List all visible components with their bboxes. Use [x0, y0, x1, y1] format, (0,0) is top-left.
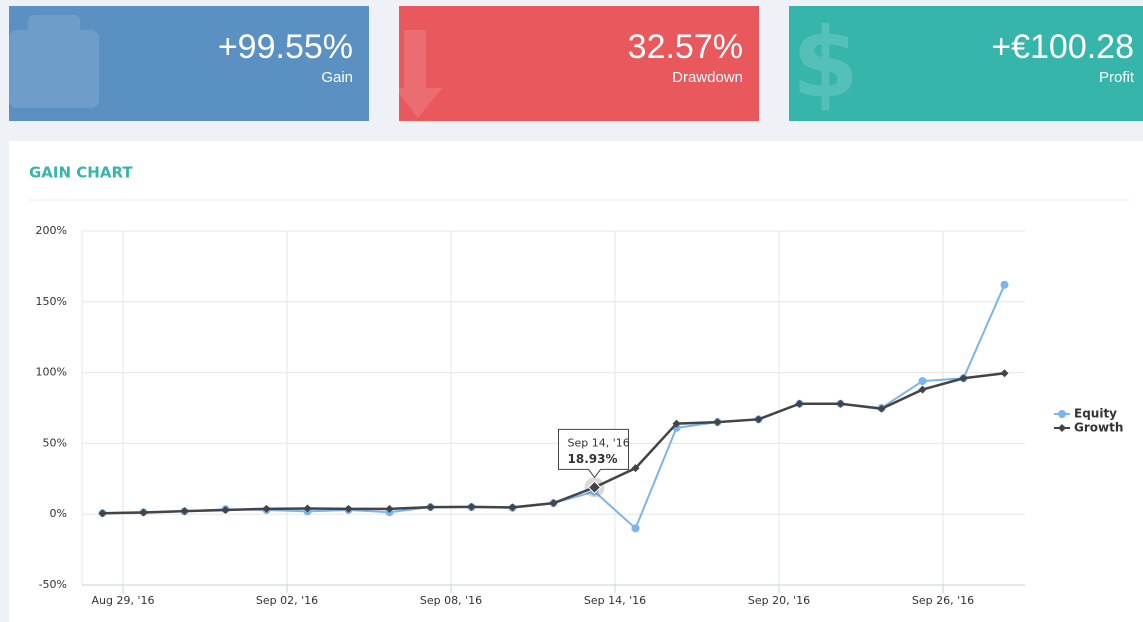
point-marker [836, 399, 845, 408]
point-marker [795, 399, 804, 408]
stat-card [789, 6, 1143, 121]
chart-panel [9, 141, 1143, 622]
x-tick-label: Sep 20, '16 [748, 594, 810, 607]
stat-value: +99.55% [218, 28, 353, 66]
legend-marker [1058, 424, 1066, 432]
point-marker [426, 503, 435, 512]
point-marker [918, 385, 927, 394]
stat-label: Drawdown [672, 69, 743, 86]
y-tick-label: 0% [50, 507, 67, 520]
x-tick-label: Sep 14, '16 [584, 594, 646, 607]
point-marker [672, 419, 681, 428]
legend-label: Equity [1074, 407, 1117, 421]
y-tick-label: 200% [36, 224, 67, 237]
tooltip-box [558, 428, 629, 479]
point-marker [221, 505, 230, 514]
y-tick-label: 100% [36, 366, 67, 379]
point-marker [262, 504, 271, 513]
legend-label: Growth [1074, 421, 1123, 435]
point-marker [1000, 280, 1009, 289]
point-marker [549, 499, 558, 508]
tooltip-value: 18.93% [568, 452, 618, 466]
briefcase-icon [9, 15, 99, 108]
legend-marker [1058, 410, 1066, 418]
dollar-icon: $ [792, 7, 859, 119]
x-tick-label: Sep 08, '16 [420, 594, 482, 607]
hover-marker [587, 480, 602, 495]
tooltip: Sep 14, '16 18.93% [558, 428, 630, 479]
point-marker [385, 504, 394, 513]
y-tick-label: 50% [43, 436, 67, 449]
stat-label: Gain [321, 69, 353, 86]
tooltip-date: Sep 14, '16 [568, 436, 630, 449]
point-marker [508, 503, 517, 512]
stat-value: 32.57% [628, 28, 743, 66]
point-marker [139, 508, 148, 517]
point-marker [1000, 369, 1009, 378]
y-tick-label: -50% [39, 578, 67, 591]
y-tick-label: 150% [36, 295, 67, 308]
point-marker [877, 404, 886, 413]
stat-value: +€100.28 [991, 28, 1134, 66]
x-tick-label: Aug 29, '16 [92, 594, 155, 607]
stat-card [399, 6, 759, 121]
point-marker [918, 377, 927, 386]
point-marker [344, 504, 353, 513]
point-marker [303, 504, 312, 513]
stat-card [9, 6, 369, 121]
chart-title: GAIN CHART [29, 164, 133, 182]
point-marker [98, 509, 107, 518]
x-tick-label: Sep 02, '16 [256, 594, 318, 607]
arrow-icon [395, 30, 442, 118]
x-tick-label: Sep 26, '16 [912, 594, 974, 607]
point-marker [631, 524, 640, 533]
stat-label: Profit [1099, 69, 1135, 86]
point-marker [180, 507, 189, 516]
point-marker [467, 502, 476, 511]
point-marker [713, 418, 722, 427]
point-marker [754, 415, 763, 424]
point-marker [631, 464, 640, 473]
point-marker [959, 374, 968, 383]
